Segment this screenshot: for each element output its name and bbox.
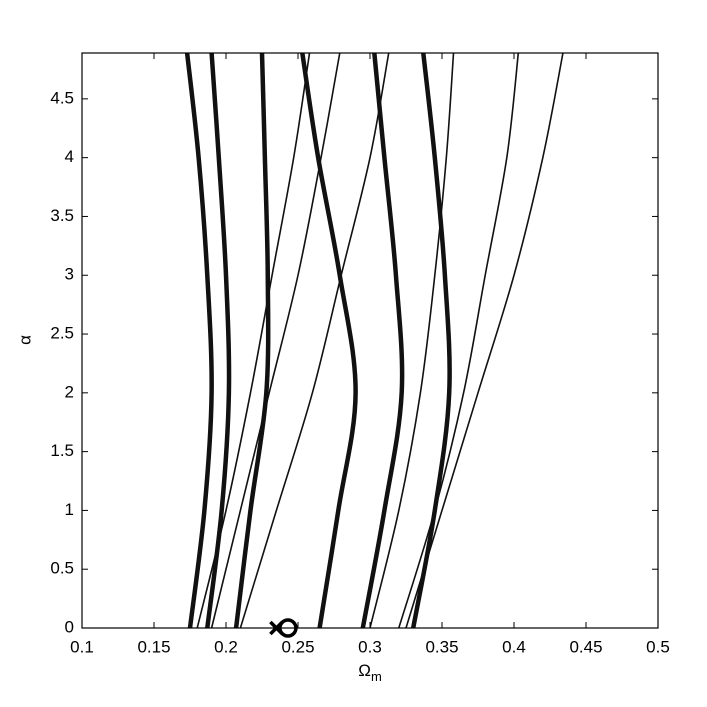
y-tick-label: 3.5 (50, 206, 74, 225)
contour-line (300, 52, 358, 629)
y-axis-label: α (15, 335, 34, 345)
y-tick-label: 1 (65, 500, 74, 519)
contour-line (210, 52, 341, 629)
y-tick-label: 0.5 (50, 559, 74, 578)
contour-line (205, 52, 232, 629)
x-axis-label: Ωm (358, 661, 382, 684)
y-tick-label: 0 (65, 617, 74, 636)
x-tick-label: 0.15 (137, 637, 170, 656)
contour-line (196, 52, 311, 629)
y-tick-label: 4.5 (50, 88, 74, 107)
x-tick-label: 0.35 (425, 637, 458, 656)
contour-line (410, 52, 452, 629)
x-tick-label: 0.45 (569, 637, 602, 656)
contour-line (184, 52, 214, 629)
y-tick-label: 4 (65, 147, 74, 166)
contour-line (233, 52, 271, 629)
x-tick-label: 0.2 (214, 637, 238, 656)
contour-line (369, 52, 455, 629)
contour-line (405, 52, 564, 629)
x-tick-label: 0.5 (646, 637, 670, 656)
x-tick-label: 0.4 (502, 637, 526, 656)
contour-line (398, 52, 520, 629)
x-tick-label: 0.1 (70, 637, 94, 656)
y-tick-label: 1.5 (50, 441, 74, 460)
x-tick-label: 0.25 (281, 637, 314, 656)
contour-line (239, 52, 390, 629)
x-label-subscript: m (371, 669, 382, 684)
x-tick-label: 0.3 (358, 637, 382, 656)
y-tick-label: 2.5 (50, 324, 74, 343)
x-label-main: Ω (358, 661, 371, 680)
contour-line (360, 52, 405, 629)
y-tick-label: 3 (65, 265, 74, 284)
plot-frame (81, 52, 659, 629)
y-tick-label: 2 (65, 382, 74, 401)
